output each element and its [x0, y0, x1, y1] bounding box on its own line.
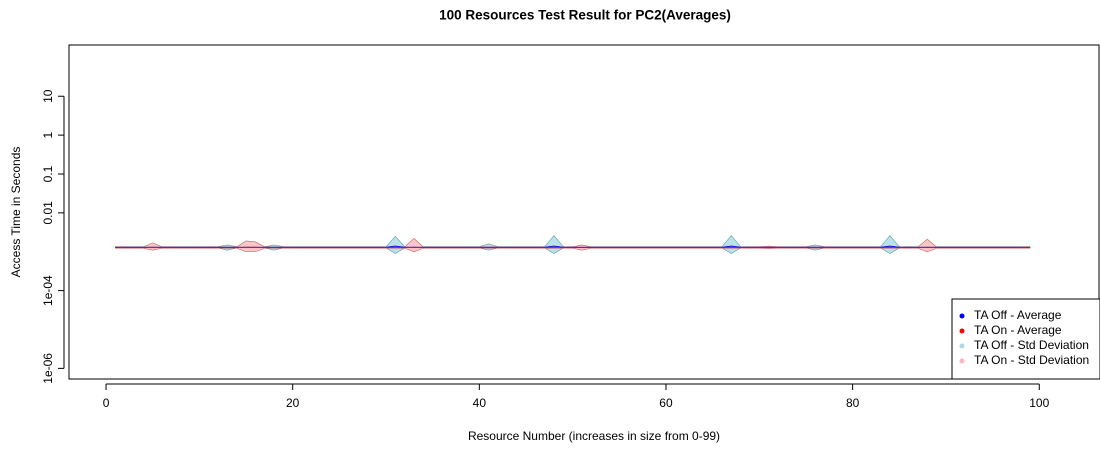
legend-label: TA On - Std Deviation [974, 353, 1089, 367]
chart-title: 100 Resources Test Result for PC2(Averag… [439, 8, 731, 23]
legend-label: TA Off - Average [974, 308, 1062, 322]
x-tick-label: 0 [103, 396, 110, 410]
x-tick-label: 80 [846, 396, 860, 410]
legend-box [951, 298, 1100, 380]
y-tick-label: 10 [41, 89, 55, 103]
plot-box [68, 44, 1100, 380]
legend-label: TA Off - Std Deviation [974, 338, 1089, 352]
x-axis-label: Resource Number (increases in size from … [468, 429, 720, 443]
legend-marker [959, 343, 965, 349]
y-tick-label: 1 [41, 131, 55, 138]
legend-marker [959, 358, 965, 364]
x-tick-label: 100 [1029, 396, 1049, 410]
x-tick-label: 40 [473, 396, 487, 410]
legend-marker [959, 313, 965, 319]
legend-label: TA On - Average [974, 323, 1062, 337]
y-tick-label: 1e-04 [41, 275, 55, 306]
y-tick-label: 1e-06 [41, 353, 55, 384]
x-tick-label: 60 [659, 396, 673, 410]
x-tick-label: 20 [286, 396, 300, 410]
legend-marker [959, 328, 965, 334]
y-tick-label: 0.1 [41, 165, 55, 182]
y-axis-label: Access Time in Seconds [9, 147, 23, 278]
y-tick-label: 0.01 [41, 201, 55, 225]
